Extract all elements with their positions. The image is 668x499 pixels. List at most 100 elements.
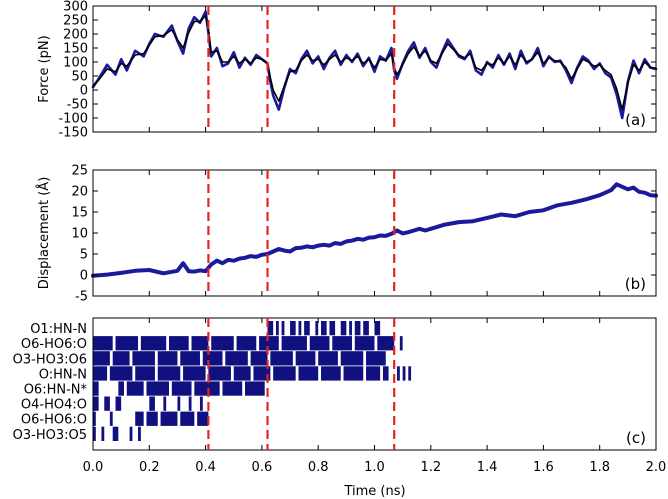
panel-tag: (a) [625, 111, 646, 129]
hbond-segment [93, 351, 110, 366]
hbond-segment [298, 321, 302, 336]
panel-tag: (b) [625, 275, 646, 293]
hbond-segment [101, 426, 105, 441]
hbond-segment [199, 396, 203, 411]
hbond-segment [374, 321, 381, 336]
hbond-segment [295, 351, 316, 366]
hbond-panel: O1:HN-N O6-HO6:O O3-HO3:O6O:HN-NO6:HN-N*O4… [13, 317, 657, 451]
y-tick-label: 150 [63, 42, 88, 57]
hbond-segment [377, 336, 395, 351]
hbond-segment [349, 321, 352, 336]
hbond-segment [281, 321, 285, 336]
hbond-segment [93, 381, 99, 396]
y-tick-label: 250 [63, 14, 88, 29]
hbond-segment [233, 366, 251, 381]
y-tick-label: -50 [67, 98, 88, 113]
hbond-segment [93, 411, 96, 426]
hbond-segment [408, 366, 412, 381]
hbond-segment [93, 336, 113, 351]
hbond-segment [321, 366, 341, 381]
hbond-segment [93, 426, 96, 441]
row-label: O3-HO3:O5 [13, 428, 87, 443]
hbond-segment [180, 411, 195, 426]
y-axis-label: Displacement (Å) [36, 177, 52, 290]
hbond-segment [126, 381, 144, 396]
hbond-segment [222, 381, 243, 396]
row-label: O6-HO6:O [21, 413, 87, 428]
hbond-segment [157, 366, 181, 381]
hbond-segment [321, 321, 327, 336]
hbond-segment [135, 366, 155, 381]
hbond-segment [149, 396, 155, 411]
displacement-panel: -5 0 5 10 15 20 25 Displacement (Å) (b) [36, 164, 658, 305]
raw-series-line [91, 182, 658, 278]
hbond-segment [397, 366, 400, 381]
hbond-segment [211, 336, 234, 351]
row-label: O6:HN-N* [24, 382, 88, 397]
hbond-segment [399, 336, 403, 351]
hbond-segment [180, 351, 200, 366]
hbond-segment [315, 321, 319, 336]
hbond-segment [340, 321, 347, 336]
hbond-segment [177, 396, 181, 411]
hbond-segment [250, 351, 268, 366]
y-tick-label: -100 [58, 112, 88, 127]
hbond-segment [160, 411, 178, 426]
hbond-segment [202, 351, 223, 366]
hbond-segment [273, 366, 296, 381]
x-tick-label: 2.0 [646, 460, 667, 475]
x-tick-label: 1.6 [533, 460, 554, 475]
hbond-segment [366, 351, 386, 366]
row-label: O:HN-N [39, 367, 87, 382]
y-tick-label: 20 [71, 185, 88, 200]
hbond-segment [208, 366, 231, 381]
hbond-segment [93, 396, 99, 411]
hbond-segment [318, 351, 338, 366]
hbond-segment [194, 381, 220, 396]
hbond-segment [354, 336, 375, 351]
panel-tag: (c) [626, 429, 646, 447]
hbond-segment [157, 351, 178, 366]
hbond-segment [225, 351, 248, 366]
x-tick-label: 1.4 [477, 460, 498, 475]
hbond-segment [115, 396, 122, 411]
hbond-segment [332, 336, 352, 351]
hbond-segment [253, 366, 271, 381]
hbond-segment [188, 396, 192, 411]
x-tick-label: 1.0 [364, 460, 385, 475]
hbond-segment [259, 336, 279, 351]
row-label: O3-HO3:O6 [13, 352, 87, 367]
hbond-segment [236, 336, 257, 351]
hbond-segment [298, 366, 319, 381]
hbond-segment [329, 321, 336, 336]
hbond-segment [135, 411, 144, 426]
x-axis-label: Time (ns) [343, 484, 405, 499]
hbond-segment [245, 381, 265, 396]
hbond-segment [109, 411, 113, 426]
hbond-segment [112, 351, 130, 366]
hbond-segment [171, 381, 192, 396]
hbond-segment [402, 366, 406, 381]
x-tick-label: 0.0 [83, 460, 104, 475]
hbond-segment [169, 336, 189, 351]
hbond-segment [183, 366, 206, 381]
hbond-segment [304, 321, 310, 336]
row-label: O1:HN-N [30, 322, 87, 337]
hbond-segment [109, 366, 133, 381]
hbond-segment [197, 411, 209, 426]
y-tick-label: 0 [80, 84, 88, 99]
y-tick-label: 10 [71, 227, 88, 242]
y-tick-label: 200 [63, 28, 88, 43]
hbond-segment [140, 336, 167, 351]
y-tick-label: 15 [71, 206, 88, 221]
y-tick-label: 100 [63, 56, 88, 71]
row-label: O4-HO4:O [21, 398, 87, 413]
y-axis-label: Force (pN) [37, 35, 52, 102]
hbond-segment [115, 336, 139, 351]
x-tick-label: 0.2 [139, 460, 160, 475]
y-tick-label: 25 [71, 164, 88, 179]
y-tick-label: 5 [80, 248, 88, 263]
x-tick-label: 0.4 [195, 460, 216, 475]
hbond-segment [281, 336, 307, 351]
